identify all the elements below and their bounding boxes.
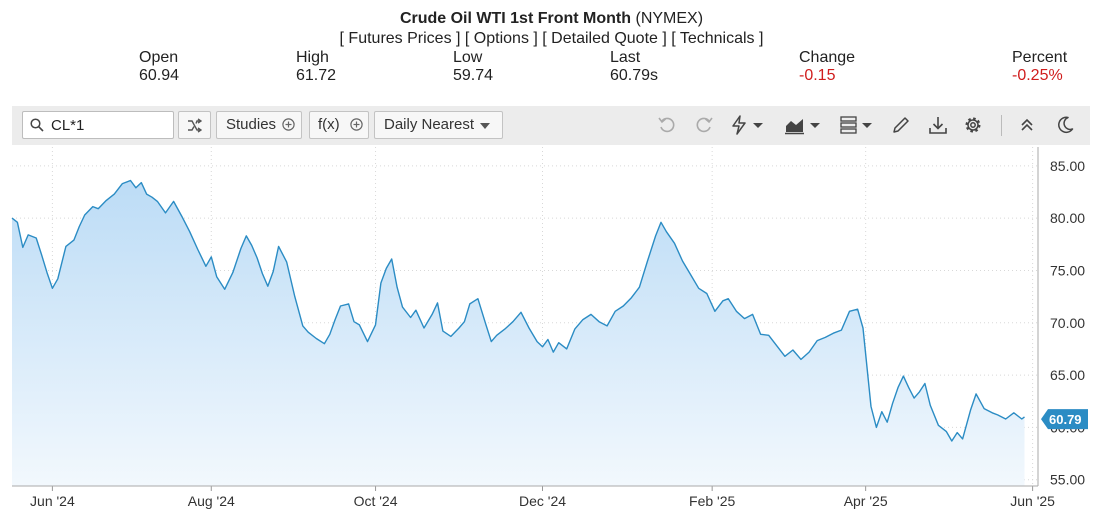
y-tick-label: 75.00 bbox=[1050, 262, 1085, 278]
x-tick-label: Aug '24 bbox=[188, 493, 235, 509]
collapse-icon[interactable] bbox=[1017, 115, 1037, 135]
layout-dropdown-icon[interactable] bbox=[840, 115, 874, 135]
chart-type-dropdown-icon[interactable] bbox=[785, 115, 821, 135]
chart-toolbar: Studies f(x) Daily Nearest bbox=[12, 106, 1090, 145]
stat-low: Low 59.74 bbox=[453, 49, 493, 85]
stat-value: 60.79s bbox=[610, 67, 659, 84]
x-tick-label: Apr '25 bbox=[844, 493, 888, 509]
stat-label: Last bbox=[610, 49, 641, 66]
lightning-dropdown-icon[interactable] bbox=[730, 115, 764, 135]
last-price-badge: 60.79 bbox=[1041, 409, 1088, 430]
symbol-search-box[interactable] bbox=[22, 111, 174, 139]
technicals-link[interactable]: [ Technicals ] bbox=[671, 30, 764, 47]
stat-last: Last 60.79s bbox=[610, 49, 658, 85]
caret-down-icon bbox=[480, 123, 490, 129]
y-tick-label: 85.00 bbox=[1050, 158, 1085, 174]
stat-value: 61.72 bbox=[296, 67, 337, 84]
gear-icon[interactable] bbox=[963, 115, 983, 135]
pencil-icon[interactable] bbox=[891, 115, 911, 135]
studies-label: Studies bbox=[226, 116, 277, 133]
price-line[interactable] bbox=[11, 179, 1025, 442]
moon-icon[interactable] bbox=[1055, 115, 1075, 135]
y-tick-label: 80.00 bbox=[1050, 210, 1085, 226]
y-tick-label: 65.00 bbox=[1050, 367, 1085, 383]
instrument-name: Crude Oil WTI 1st Front Month bbox=[399, 10, 632, 27]
plus-circle-icon bbox=[282, 118, 295, 131]
symbol-input[interactable] bbox=[51, 116, 169, 134]
interval-dropdown[interactable]: Daily Nearest bbox=[374, 111, 503, 139]
fx-button[interactable]: f(x) bbox=[309, 111, 369, 139]
x-tick-label: Jun '24 bbox=[30, 493, 75, 509]
stat-percent: Percent -0.25% bbox=[1012, 49, 1067, 85]
x-tick-label: Jun '25 bbox=[1010, 493, 1055, 509]
stat-value: -0.15 bbox=[799, 67, 836, 84]
stat-high: High 61.72 bbox=[296, 49, 336, 85]
toolbar-divider bbox=[1001, 115, 1002, 136]
x-tick-label: Dec '24 bbox=[519, 493, 566, 509]
compare-button[interactable] bbox=[178, 111, 211, 139]
redo-icon[interactable] bbox=[694, 115, 714, 135]
fx-label: f(x) bbox=[318, 116, 340, 133]
last-price-badge-label: 60.79 bbox=[1049, 412, 1082, 427]
stat-value: -0.25% bbox=[1012, 67, 1063, 84]
stat-change: Change -0.15 bbox=[799, 49, 855, 85]
stat-label: Percent bbox=[1012, 49, 1068, 66]
interval-label: Daily Nearest bbox=[384, 116, 475, 133]
last-price-badge-bg bbox=[1041, 409, 1088, 430]
stat-label: Low bbox=[453, 49, 483, 66]
download-icon[interactable] bbox=[928, 115, 948, 135]
futures-prices-link[interactable]: [ Futures Prices ] bbox=[339, 30, 461, 47]
x-tick-label: Feb '25 bbox=[689, 493, 735, 509]
chart-title: Crude Oil WTI 1st Front Month (NYMEX) bbox=[0, 9, 1103, 29]
stat-label: High bbox=[296, 49, 329, 66]
detailed-quote-link[interactable]: [ Detailed Quote ] bbox=[542, 30, 667, 47]
plus-circle-icon bbox=[350, 118, 363, 131]
search-icon bbox=[30, 118, 44, 132]
y-tick-label: 70.00 bbox=[1050, 315, 1085, 331]
x-tick-label: Oct '24 bbox=[354, 493, 398, 509]
stat-label: Open bbox=[139, 49, 179, 66]
stat-label: Change bbox=[799, 49, 856, 66]
exchange-label: (NYMEX) bbox=[635, 10, 704, 27]
stat-open: Open 60.94 bbox=[139, 49, 179, 85]
quote-links: [ Futures Prices ] [ Options ] [ Detaile… bbox=[0, 29, 1103, 49]
price-area-fill bbox=[12, 180, 1025, 486]
shuffle-icon bbox=[188, 118, 202, 133]
stat-value: 60.94 bbox=[139, 67, 180, 84]
stat-value: 59.74 bbox=[453, 67, 494, 84]
undo-icon[interactable] bbox=[657, 115, 677, 135]
options-link[interactable]: [ Options ] bbox=[464, 30, 538, 47]
studies-button[interactable]: Studies bbox=[216, 111, 302, 139]
y-tick-label: 55.00 bbox=[1050, 472, 1085, 488]
